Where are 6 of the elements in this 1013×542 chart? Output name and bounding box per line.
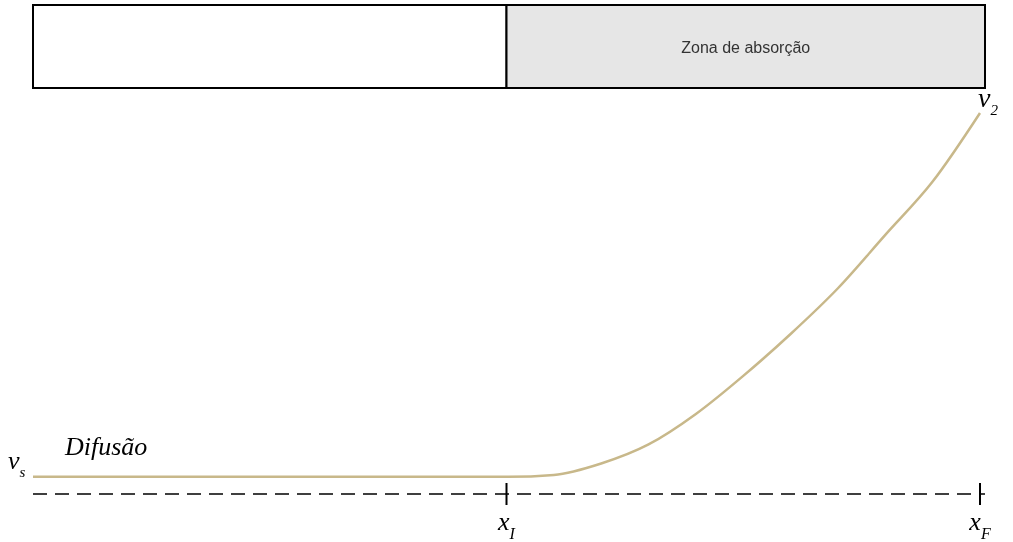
text: Zona de absorção xyxy=(681,39,811,56)
text: v$_{s}$ xyxy=(8,445,26,480)
x-tick-label: x$_{F}$ xyxy=(968,507,991,542)
x-tick-label: x$_{I}$ xyxy=(497,507,516,542)
annotation: Difusão xyxy=(64,431,148,461)
annotation: v$_{2}$ xyxy=(978,82,999,118)
